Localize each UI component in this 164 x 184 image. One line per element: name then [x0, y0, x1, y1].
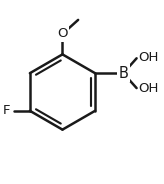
Text: F: F — [3, 104, 10, 117]
Text: B: B — [118, 66, 128, 81]
Text: O: O — [57, 27, 68, 40]
Text: OH: OH — [138, 82, 159, 95]
Text: OH: OH — [138, 51, 159, 64]
